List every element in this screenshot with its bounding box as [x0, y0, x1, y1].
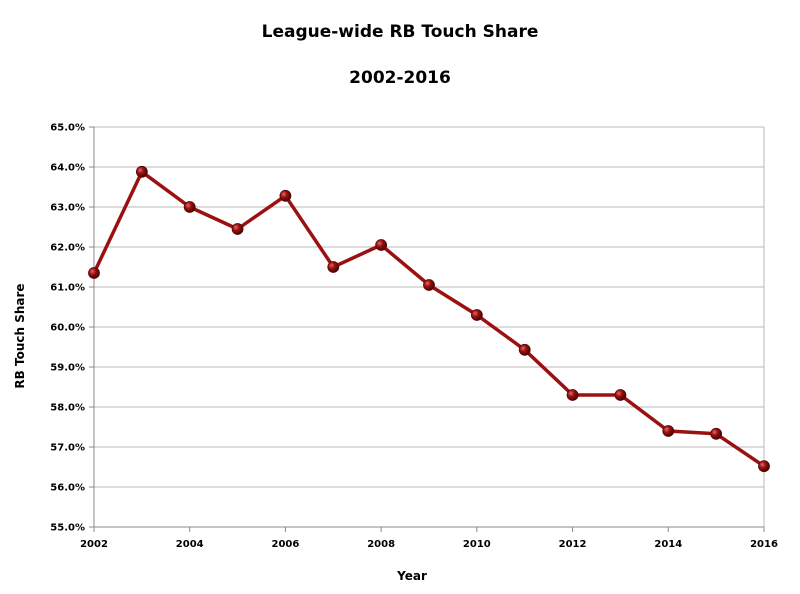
- data-point: [183, 201, 196, 213]
- data-point: [614, 389, 627, 401]
- y-tick-label: 59.0%: [50, 363, 85, 374]
- y-tick-label: 62.0%: [50, 243, 85, 254]
- data-point: [710, 427, 723, 440]
- data-point: [758, 460, 770, 473]
- data-point: [518, 343, 531, 356]
- x-tick-label: 2008: [367, 539, 395, 550]
- y-axis-label: RB Touch Share: [13, 283, 27, 388]
- y-axis-ticks: 55.0% 56.0% 57.0% 58.0% 59.0% 60.0% 61.0% 62.0%…: [50, 123, 94, 534]
- y-tick-label: 55.0%: [50, 523, 85, 534]
- x-tick-label: 2004: [176, 539, 204, 550]
- y-tick-label: 63.0%: [50, 203, 85, 214]
- data-point: [327, 261, 340, 273]
- chart-title: League-wide RB Touch Share: [261, 22, 539, 42]
- x-tick-label: 2016: [750, 539, 778, 550]
- data-point: [375, 239, 388, 251]
- x-axis-ticks: 2002 2004 2006 2008 2010 2012 2014 2016: [80, 527, 778, 550]
- y-tick-label: 58.0%: [50, 403, 85, 414]
- x-tick-label: 2006: [272, 539, 300, 550]
- x-tick-label: 2010: [463, 539, 491, 550]
- series-rb-touch-share: [88, 165, 770, 473]
- series-line: [92, 170, 765, 468]
- data-point: [231, 223, 244, 235]
- y-tick-label: 65.0%: [50, 123, 85, 134]
- y-tick-label: 56.0%: [50, 483, 85, 494]
- data-point: [279, 189, 292, 202]
- y-tick-label: 61.0%: [50, 283, 85, 294]
- data-point: [423, 279, 435, 291]
- y-tick-label: 60.0%: [50, 323, 85, 334]
- x-tick-label: 2012: [559, 539, 587, 550]
- data-point: [88, 267, 100, 279]
- data-point: [135, 165, 148, 178]
- x-tick-label: 2014: [654, 539, 682, 550]
- y-tick-label: 64.0%: [50, 163, 85, 174]
- chart-subtitle: 2002-2016: [349, 68, 451, 88]
- x-tick-label: 2002: [80, 539, 108, 550]
- data-point: [470, 309, 483, 321]
- grid-lines: [94, 126, 764, 528]
- x-axis-label: Year: [396, 569, 427, 583]
- data-point: [566, 389, 579, 401]
- data-point: [662, 425, 675, 437]
- y-tick-label: 57.0%: [50, 443, 85, 454]
